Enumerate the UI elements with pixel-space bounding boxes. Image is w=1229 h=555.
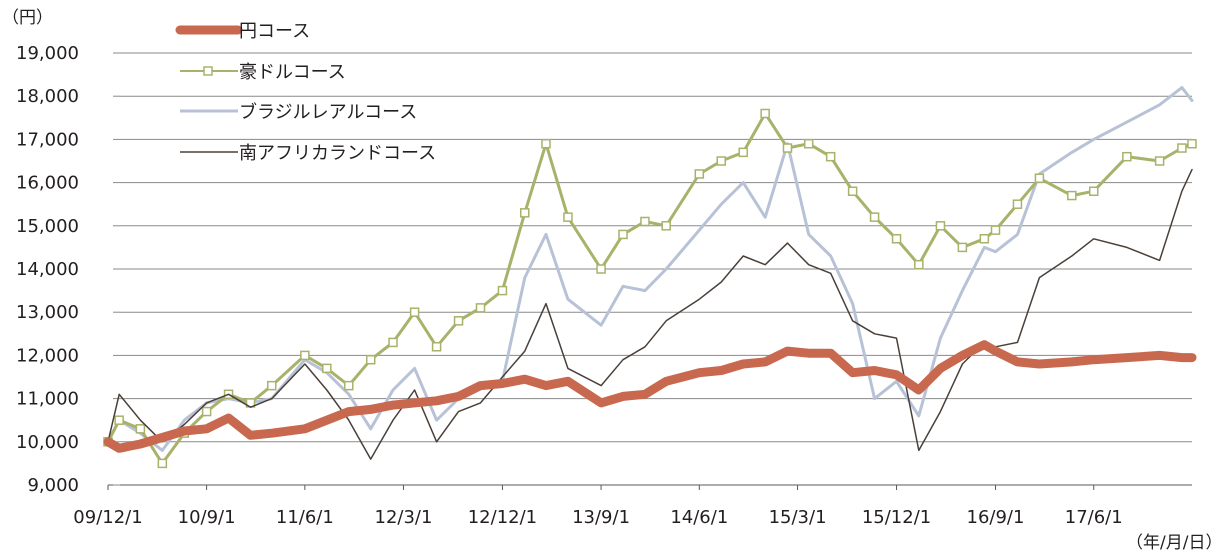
- series-marker: [1012, 199, 1023, 209]
- x-tick-label: 12/12/1: [468, 507, 537, 528]
- x-tick-label: 10/9/1: [178, 507, 236, 528]
- y-tick-label: 13,000: [16, 302, 79, 323]
- series-line: [103, 340, 1197, 453]
- y-tick-label: 9,000: [27, 475, 79, 496]
- y-tick-label: 14,000: [16, 259, 79, 280]
- x-tick-label: 12/3/1: [375, 507, 433, 528]
- series-marker: [869, 212, 880, 222]
- y-unit-label: （円）: [2, 8, 53, 28]
- series-marker: [431, 342, 442, 352]
- y-tick-label: 10,000: [16, 432, 79, 453]
- series-marker: [409, 307, 420, 317]
- x-tick-label: 14/6/1: [670, 507, 728, 528]
- series-marker: [541, 138, 551, 149]
- series-marker: [914, 259, 924, 270]
- series-marker: [1177, 143, 1187, 153]
- series-marker: [935, 221, 946, 231]
- legend-label: 南アフリカランドコース: [239, 143, 436, 164]
- series-marker: [957, 242, 968, 253]
- series-marker: [596, 264, 606, 274]
- series-marker: [661, 221, 671, 231]
- legend-label: ブラジルレアルコース: [239, 101, 417, 123]
- series-marker: [300, 350, 310, 361]
- series-line: [107, 168, 1193, 460]
- x-tick-label: 16/9/1: [967, 507, 1025, 528]
- series-marker: [990, 225, 1001, 235]
- y-axis: 9,000 10,000 11,000 12,000 13,000 14,000 15,00…: [16, 43, 120, 496]
- series-marker: [716, 156, 727, 166]
- y-tick-label: 17,000: [16, 129, 79, 150]
- series-marker: [365, 354, 376, 365]
- series-marker: [1187, 138, 1197, 149]
- series-marker: [738, 147, 748, 158]
- series-marker: [114, 415, 124, 425]
- series-marker: [760, 108, 770, 119]
- legend-marker: [203, 66, 213, 76]
- series-marker: [640, 216, 650, 227]
- y-tick-label: 18,000: [16, 86, 79, 107]
- series-marker: [453, 316, 464, 326]
- series-marker: [201, 406, 212, 417]
- x-tick-label: 13/9/1: [572, 507, 630, 528]
- series-marker: [847, 186, 858, 196]
- x-tick-label: 17/6/1: [1065, 507, 1123, 528]
- series-marker: [803, 138, 814, 149]
- gridlines: [108, 52, 1192, 486]
- x-tick-label: 15/3/1: [769, 507, 827, 528]
- y-tick-label: 11,000: [16, 389, 79, 410]
- series-marker: [135, 424, 146, 434]
- x-tick-label: 11/6/1: [276, 507, 334, 528]
- series-marker: [782, 143, 793, 153]
- series-marker: [520, 208, 530, 218]
- legend-label: 豪ドルコース: [239, 62, 346, 83]
- y-tick-label: 15,000: [16, 216, 79, 237]
- series-marker: [891, 234, 902, 244]
- legend-label: 円コース: [239, 21, 310, 42]
- x-tick-label: 15/12/1: [862, 507, 931, 528]
- y-tick-label: 19,000: [16, 43, 79, 64]
- x-tick-label: 09/12/1: [73, 507, 142, 528]
- series-marker: [1154, 156, 1165, 166]
- series-marker: [825, 151, 836, 162]
- y-tick-label: 16,000: [16, 173, 79, 194]
- series-marker: [1067, 190, 1077, 201]
- x-unit-label: （年/月/日）: [1126, 533, 1222, 553]
- series-marker: [157, 458, 168, 469]
- y-tick-label: 12,000: [16, 345, 79, 366]
- series-marker: [322, 363, 332, 374]
- series-marker: [475, 303, 486, 313]
- series-marker: [1034, 173, 1045, 184]
- series-marker: [1122, 151, 1132, 162]
- series-marker: [618, 229, 628, 240]
- series-lines: [103, 86, 1197, 469]
- series-marker: [1088, 186, 1099, 196]
- series-marker: [563, 212, 573, 222]
- x-axis: 09/12/1 10/9/1 11/6/1 12/3/1 12/12/1 13/9/1 14…: [73, 485, 1123, 528]
- series-marker: [694, 169, 705, 179]
- series-marker: [497, 285, 508, 296]
- series-line: [106, 112, 1194, 465]
- series-marker: [388, 337, 398, 348]
- series-marker: [344, 380, 354, 391]
- series-marker: [979, 234, 990, 244]
- series-marker: [267, 380, 277, 391]
